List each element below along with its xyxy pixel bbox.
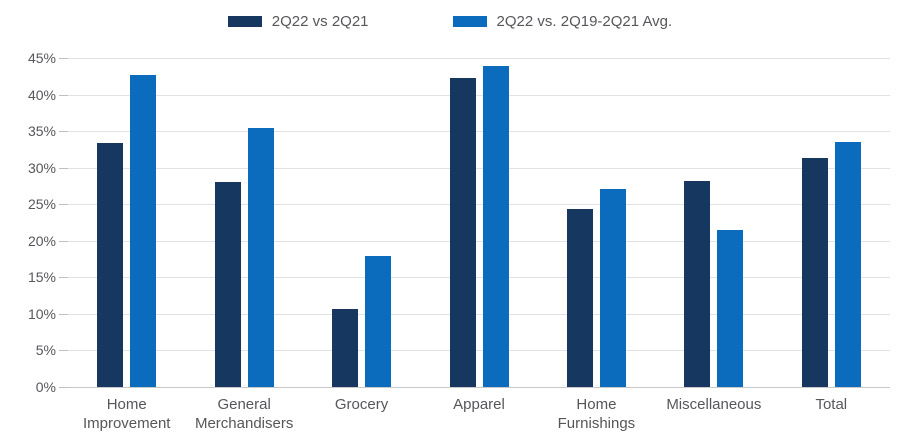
bar: [717, 229, 744, 387]
gridline: [68, 277, 890, 279]
x-category-label: Home Furnishings: [557, 396, 636, 432]
x-axis: Home Improvement General Merchandisers Gro…: [68, 395, 890, 440]
bar: [834, 142, 861, 387]
y-tick: [59, 167, 68, 169]
y-tick-label: 0%: [35, 379, 56, 395]
gridline: [68, 204, 890, 206]
bar: [214, 182, 241, 387]
x-category-label: Home Improvement: [82, 396, 171, 432]
y-tick: [59, 240, 68, 242]
bar: [97, 142, 124, 387]
x-category-label: Apparel: [453, 396, 505, 413]
y-tick: [59, 204, 68, 206]
legend-label: 2Q22 vs. 2Q19-2Q21 Avg.: [496, 13, 673, 30]
legend-item-1: 2Q22 vs. 2Q19-2Q21 Avg.: [452, 13, 673, 30]
x-category-label: Grocery: [334, 396, 389, 413]
y-axis: 45% 40% 35% 30% 25% 20% 15% 10% 5% 0%: [0, 50, 56, 395]
y-tick: [59, 313, 68, 315]
bar: [684, 180, 711, 387]
y-tick: [59, 58, 68, 59]
bar: [247, 128, 274, 387]
y-tick-label: 20%: [27, 232, 56, 249]
bar: [332, 308, 359, 387]
bar: [801, 158, 828, 387]
y-tick-label: 35%: [27, 123, 56, 140]
y-tick: [59, 387, 68, 388]
bar: [130, 74, 157, 387]
y-tick-label: 25%: [27, 196, 56, 213]
x-category-label: Total: [815, 396, 848, 413]
gridline: [68, 167, 890, 169]
bar: [482, 66, 509, 387]
legend-label: 2Q22 vs 2Q21: [271, 13, 369, 30]
y-tick-label: 10%: [27, 305, 56, 322]
legend-swatch-icon: [452, 16, 487, 27]
y-tick-label: 45%: [27, 50, 56, 66]
gridline: [68, 94, 890, 96]
gridline: [68, 58, 890, 59]
bar: [599, 188, 626, 387]
bar: [449, 78, 476, 387]
y-tick: [59, 131, 68, 133]
gridline: [68, 387, 890, 388]
chart-legend: 2Q22 vs 2Q21 2Q22 vs. 2Q19-2Q21 Avg.: [0, 13, 900, 30]
gridline: [68, 131, 890, 133]
plot-area: [59, 58, 890, 388]
x-category-label: Miscellaneous: [666, 396, 762, 413]
y-tick-label: 5%: [35, 342, 56, 359]
gridline: [68, 350, 890, 352]
gridline: [68, 240, 890, 242]
y-tick-label: 40%: [27, 86, 56, 103]
y-tick-label: 30%: [27, 159, 56, 176]
y-tick-label: 15%: [27, 269, 56, 286]
y-tick: [59, 277, 68, 279]
x-category-label: General Merchandisers: [194, 396, 294, 432]
y-tick: [59, 350, 68, 352]
gridline: [68, 313, 890, 315]
legend-item-0: 2Q22 vs 2Q21: [227, 13, 369, 30]
bar: [365, 256, 392, 387]
legend-swatch-icon: [227, 16, 262, 27]
bar: [566, 209, 593, 387]
y-tick: [59, 94, 68, 96]
